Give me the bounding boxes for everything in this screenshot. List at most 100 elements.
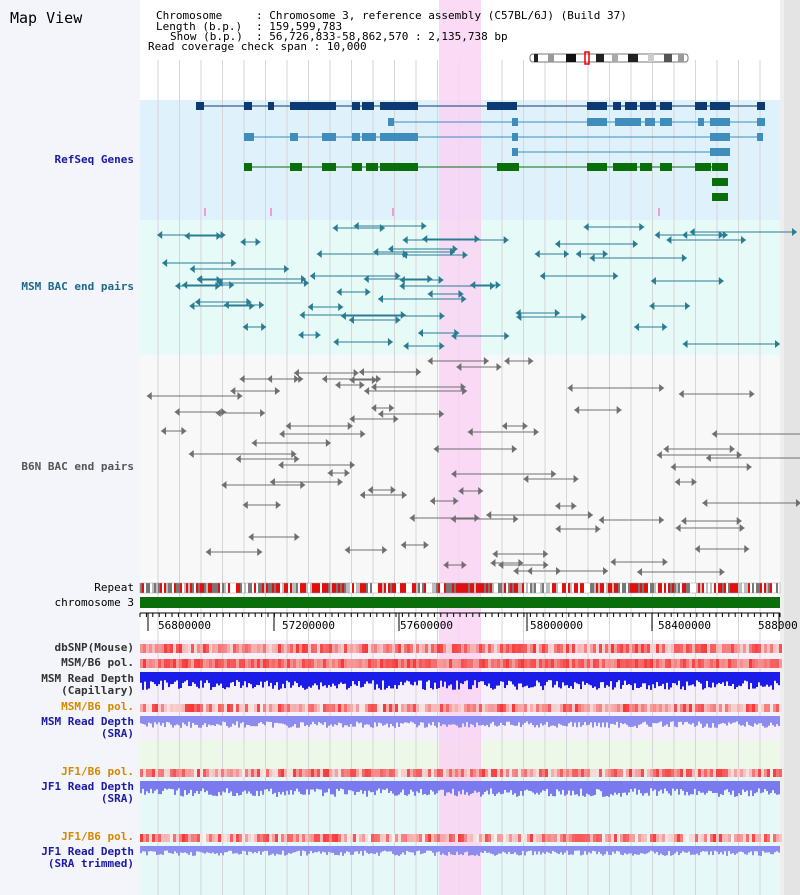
polymorphism-cell [605,769,608,777]
msm-bac-pair-end [229,281,235,289]
polymorphism-cell [734,659,737,668]
jf1-sra-depth-bar [454,781,456,796]
polymorphism-cell [449,769,452,777]
jf1-sra-depth-bar [386,781,388,789]
repeat-block [346,583,348,593]
jf1-trimmed-depth-bar [616,846,618,851]
jf1-trimmed-depth-bar [510,846,512,855]
polymorphism-cell [722,834,725,842]
track-label-jf1-b6-pol2[interactable]: JF1/B6 pol. [61,830,134,843]
polymorphism-cell [551,644,554,653]
polymorphism-cell [326,769,329,777]
jf1-sra-depth-bar [156,781,158,790]
repeat-block [524,583,526,593]
polymorphism-cell [623,834,626,842]
msm-sra-depth-bar [168,716,170,723]
jf1-sra-depth-bar [220,781,222,796]
repeat-block [208,583,210,593]
polymorphism-cell [389,704,392,712]
b6n-bac-pair-end [588,511,594,519]
b6n-bac-pair-end [393,415,399,423]
msm-capillary-depth-bar [540,672,542,687]
b6n-bac-pair-end [443,561,449,569]
repeat-block [516,583,518,593]
msm-bac-pair-end [791,228,797,236]
repeat-block [202,583,204,593]
polymorphism-cell [566,834,569,842]
track-label-msm-depth-cap[interactable]: MSM Read Depth (Capillary) [41,673,134,697]
msm-sra-depth-bar [566,716,568,727]
repeat-block [190,583,192,593]
jf1-sra-depth-bar [382,781,384,790]
polymorphism-cell [167,834,170,842]
jf1-sra-depth-bar [234,781,236,797]
polymorphism-cell [320,644,323,653]
polymorphism-cell [704,834,707,842]
polymorphism-cell [269,834,272,842]
jf1-trimmed-depth-bar [364,846,366,851]
polymorphism-cell [215,704,218,712]
jf1-sra-depth-bar [262,781,264,795]
polymorphism-cell [407,644,410,653]
track-label-jf1-depth-trim[interactable]: JF1 Read Depth (SRA trimmed) [41,846,134,870]
polymorphism-cell [368,659,371,668]
jf1-sra-depth-bar [704,781,706,795]
polymorphism-cell [218,769,221,777]
track-label-msm-depth-sra[interactable]: MSM Read Depth (SRA) [41,716,134,740]
jf1-trimmed-depth-bar [654,846,656,854]
repeat-block [736,583,738,593]
polymorphism-cell [599,704,602,712]
polymorphism-cell [287,659,290,668]
polymorphism-cell [758,769,761,777]
polymorphism-cell [311,769,314,777]
track-label-msm-b6-pol2[interactable]: MSM/B6 pol. [61,700,134,713]
polymorphism-cell [626,659,629,668]
track-label-dbsnp[interactable]: dbSNP(Mouse) [54,641,134,654]
polymorphism-cell [257,704,260,712]
track-label-refseq[interactable]: RefSeq Genes [54,153,134,166]
jf1-sra-depth-bar [510,781,512,791]
msm-capillary-depth-bar [334,672,336,686]
msm-bac-pair-end [662,323,668,331]
polymorphism-cell [701,644,704,653]
polymorphism-cell [569,834,572,842]
msm-sra-depth-bar [494,716,496,726]
jf1-trimmed-depth-bar [316,846,318,853]
polymorphism-cell [422,644,425,653]
jf1-trimmed-depth-bar [386,846,388,852]
polymorphism-cell [683,704,686,712]
polymorphism-cell [344,659,347,668]
jf1-trimmed-depth-bar [754,846,756,852]
track-label-jf1-b6-pol[interactable]: JF1/B6 pol. [61,765,134,778]
polymorphism-cell [416,644,419,653]
msm-capillary-depth-bar [406,672,408,681]
track-label-repeat: Repeat [94,581,134,594]
polymorphism-cell [389,644,392,653]
b6n-bac-pair-end [681,517,687,525]
track-label-msm-b6-pol[interactable]: MSM/B6 pol. [61,656,134,669]
msm-sra-depth-bar [578,716,580,723]
show-value: 56,726,833-58,862,570 : 2,135,738 bp [269,30,508,43]
msm-sra-depth-bar [338,716,340,723]
jf1-sra-depth-bar [316,781,318,789]
polymorphism-cell [221,834,224,842]
jf1-trimmed-depth-bar [390,846,392,852]
polymorphism-cell [161,769,164,777]
polymorphism-cell [653,769,656,777]
polymorphism-cell [689,659,692,668]
track-label-msm-bac[interactable]: MSM BAC end pairs [21,280,134,293]
polymorphism-cell [494,704,497,712]
msm-sra-depth-bar [262,716,264,724]
track-label-jf1-depth-sra[interactable]: JF1 Read Depth (SRA) [41,781,134,805]
polymorphism-cell [347,834,350,842]
polymorphism-cell [314,644,317,653]
polymorphism-cell [329,644,332,653]
polymorphism-cell [254,644,257,653]
polymorphism-cell [434,704,437,712]
repeat-block [194,583,196,593]
polymorphism-cell [221,704,224,712]
polymorphism-cell [281,644,284,653]
ideogram-position-marker [584,51,590,65]
b6n-bac-pair-end [401,491,407,499]
track-label-b6n-bac[interactable]: B6N BAC end pairs [21,460,134,473]
